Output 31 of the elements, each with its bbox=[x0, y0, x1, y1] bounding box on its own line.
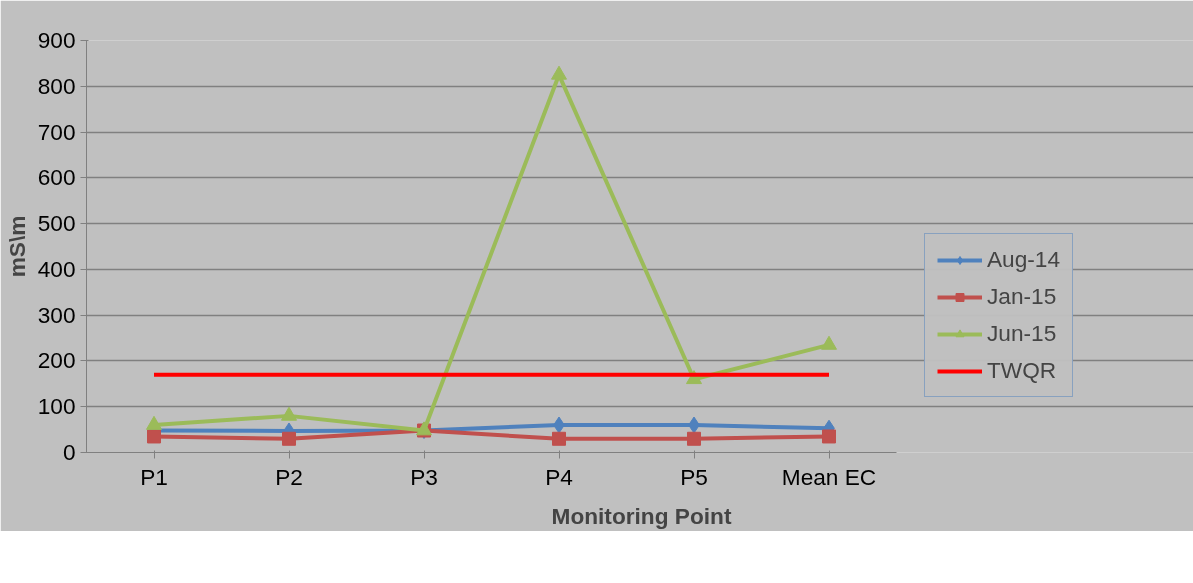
y-tick-label: 300 bbox=[37, 301, 76, 328]
y-axis-title: mS\m bbox=[3, 215, 30, 278]
y-tick-label: 900 bbox=[37, 27, 76, 53]
x-tick-label: P5 bbox=[680, 463, 708, 490]
y-tick-label: 600 bbox=[37, 164, 76, 191]
point bbox=[281, 406, 297, 421]
y-tick-label: 700 bbox=[37, 118, 76, 145]
x-tick-label: P4 bbox=[545, 463, 573, 490]
x-tick-label: Mean EC bbox=[781, 463, 877, 490]
legend-label: Aug-14 bbox=[987, 246, 1061, 273]
point bbox=[552, 431, 566, 446]
y-tick-label: 200 bbox=[37, 347, 76, 374]
y-tick-label: 500 bbox=[37, 210, 76, 237]
y-tick-label: 800 bbox=[37, 72, 76, 99]
legend-label: Jun-15 bbox=[987, 320, 1057, 347]
x-axis-title: Monitoring Point bbox=[551, 502, 732, 529]
point bbox=[282, 431, 296, 446]
point bbox=[822, 429, 836, 444]
y-tick-label: 0 bbox=[62, 439, 76, 465]
legend-label: Jan-15 bbox=[987, 283, 1057, 310]
legend-label: TWQR bbox=[987, 357, 1057, 384]
point bbox=[551, 65, 567, 80]
x-tick-label: P1 bbox=[140, 463, 168, 490]
x-tick-label: P2 bbox=[275, 463, 303, 490]
y-tick-label: 400 bbox=[37, 255, 76, 282]
point bbox=[687, 431, 701, 446]
y-tick-label: 100 bbox=[37, 393, 76, 420]
point bbox=[146, 415, 162, 430]
point bbox=[147, 429, 161, 444]
x-tick-label: P3 bbox=[410, 463, 438, 490]
point bbox=[821, 335, 837, 350]
